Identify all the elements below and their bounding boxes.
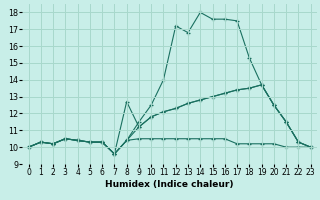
X-axis label: Humidex (Indice chaleur): Humidex (Indice chaleur) [105,180,234,189]
